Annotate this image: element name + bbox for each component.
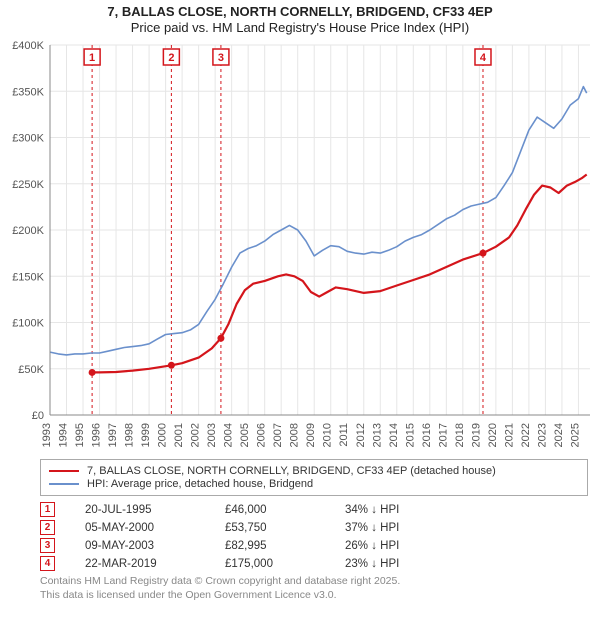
transaction-change: 37% ↓ HPI — [345, 522, 399, 534]
svg-text:2006: 2006 — [256, 423, 268, 447]
legend-label: 7, BALLAS CLOSE, NORTH CORNELLY, BRIDGEN… — [87, 465, 496, 477]
title-line-2: Price paid vs. HM Land Registry's House … — [0, 20, 600, 35]
transaction-marker: 2 — [40, 520, 55, 535]
svg-text:1993: 1993 — [41, 423, 53, 447]
table-row: 1 20-JUL-1995£46,00034% ↓ HPI — [40, 502, 588, 517]
transaction-price: £82,995 — [225, 540, 345, 552]
svg-text:£400K: £400K — [12, 40, 44, 52]
transaction-marker: 4 — [40, 556, 55, 571]
transaction-price: £46,000 — [225, 504, 345, 516]
transaction-change: 23% ↓ HPI — [345, 558, 399, 570]
svg-text:2019: 2019 — [470, 423, 482, 447]
transaction-date: 22-MAR-2019 — [85, 558, 225, 570]
transaction-date: 05-MAY-2000 — [85, 522, 225, 534]
svg-text:2023: 2023 — [536, 423, 548, 447]
svg-text:£200K: £200K — [12, 225, 44, 237]
transaction-price: £175,000 — [225, 558, 345, 570]
legend-row: HPI: Average price, detached house, Brid… — [49, 478, 579, 490]
footer-line-2: This data is licensed under the Open Gov… — [40, 589, 588, 603]
svg-text:2020: 2020 — [487, 423, 499, 447]
svg-text:£150K: £150K — [12, 271, 44, 283]
svg-text:2024: 2024 — [553, 423, 565, 447]
svg-text:2005: 2005 — [239, 423, 251, 447]
svg-text:1996: 1996 — [91, 423, 103, 447]
svg-text:2003: 2003 — [206, 423, 218, 447]
svg-text:1994: 1994 — [58, 423, 70, 447]
transactions-table: 1 20-JUL-1995£46,00034% ↓ HPI 2 05-MAY-2000… — [40, 502, 588, 571]
svg-text:4: 4 — [480, 52, 487, 64]
svg-text:£350K: £350K — [12, 86, 44, 98]
footer-line-1: Contains HM Land Registry data © Crown c… — [40, 575, 588, 589]
legend-row: 7, BALLAS CLOSE, NORTH CORNELLY, BRIDGEN… — [49, 465, 579, 477]
transaction-marker: 3 — [40, 538, 55, 553]
transaction-date: 20-JUL-1995 — [85, 504, 225, 516]
legend-swatch — [49, 483, 79, 485]
legend-label: HPI: Average price, detached house, Brid… — [87, 478, 313, 490]
svg-text:1998: 1998 — [124, 423, 136, 447]
svg-text:2007: 2007 — [272, 423, 284, 447]
svg-text:2025: 2025 — [569, 423, 581, 447]
legend: 7, BALLAS CLOSE, NORTH CORNELLY, BRIDGEN… — [40, 459, 588, 496]
svg-text:2018: 2018 — [454, 423, 466, 447]
svg-text:1995: 1995 — [74, 423, 86, 447]
svg-text:2009: 2009 — [305, 423, 317, 447]
svg-text:1997: 1997 — [107, 423, 119, 447]
svg-text:2022: 2022 — [520, 423, 532, 447]
svg-text:£300K: £300K — [12, 133, 44, 145]
svg-text:£100K: £100K — [12, 318, 44, 330]
chart-area: £0 £50K £100K £150K £200K £250K £300K £350K £400… — [0, 35, 600, 455]
svg-text:2015: 2015 — [404, 423, 416, 447]
transaction-price: £53,750 — [225, 522, 345, 534]
svg-text:2008: 2008 — [289, 423, 301, 447]
table-row: 3 09-MAY-2003£82,99526% ↓ HPI — [40, 538, 588, 553]
svg-text:2: 2 — [168, 52, 174, 64]
title-line-1: 7, BALLAS CLOSE, NORTH CORNELLY, BRIDGEN… — [0, 4, 600, 19]
svg-text:2014: 2014 — [388, 423, 400, 447]
svg-text:2016: 2016 — [421, 423, 433, 447]
transaction-change: 34% ↓ HPI — [345, 504, 399, 516]
chart-svg: £0 £50K £100K £150K £200K £250K £300K £350K £400… — [0, 35, 600, 455]
transaction-change: 26% ↓ HPI — [345, 540, 399, 552]
svg-text:2002: 2002 — [190, 423, 202, 447]
svg-text:3: 3 — [218, 52, 224, 64]
svg-text:2013: 2013 — [371, 423, 383, 447]
svg-text:2010: 2010 — [322, 423, 334, 447]
svg-text:£50K: £50K — [18, 364, 44, 376]
svg-text:£250K: £250K — [12, 179, 44, 191]
svg-text:2004: 2004 — [223, 423, 235, 447]
svg-text:2001: 2001 — [173, 423, 185, 447]
svg-text:2017: 2017 — [437, 423, 449, 447]
svg-text:1999: 1999 — [140, 423, 152, 447]
svg-text:2021: 2021 — [503, 423, 515, 447]
legend-swatch — [49, 470, 79, 472]
svg-text:1: 1 — [89, 52, 95, 64]
svg-text:£0: £0 — [32, 410, 44, 422]
table-row: 2 05-MAY-2000£53,75037% ↓ HPI — [40, 520, 588, 535]
chart-titles: 7, BALLAS CLOSE, NORTH CORNELLY, BRIDGEN… — [0, 0, 600, 35]
transaction-date: 09-MAY-2003 — [85, 540, 225, 552]
table-row: 4 22-MAR-2019£175,00023% ↓ HPI — [40, 556, 588, 571]
svg-text:2012: 2012 — [355, 423, 367, 447]
svg-text:2011: 2011 — [338, 423, 350, 447]
svg-text:2000: 2000 — [157, 423, 169, 447]
transaction-marker: 1 — [40, 502, 55, 517]
footer: Contains HM Land Registry data © Crown c… — [40, 575, 588, 602]
